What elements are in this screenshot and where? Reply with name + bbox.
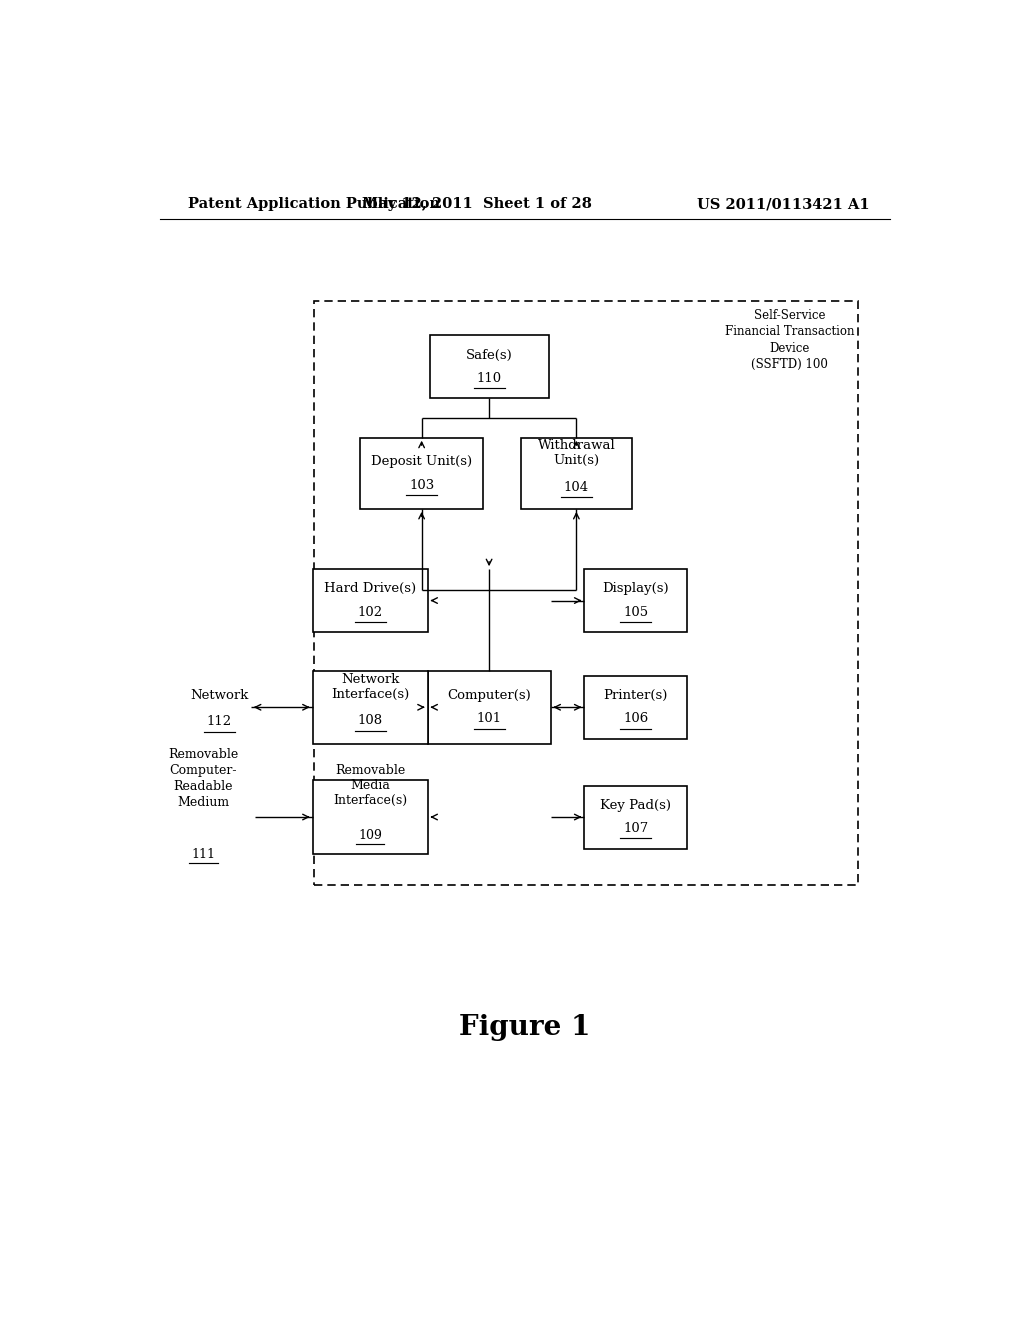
Text: Removable
Media
Interface(s): Removable Media Interface(s) <box>333 764 408 807</box>
Text: May 12, 2011  Sheet 1 of 28: May 12, 2011 Sheet 1 of 28 <box>362 197 592 211</box>
Bar <box>312 671 428 744</box>
Bar <box>360 438 483 510</box>
Text: Hard Drive(s): Hard Drive(s) <box>324 582 416 595</box>
Text: 102: 102 <box>357 606 383 619</box>
Text: 110: 110 <box>476 372 502 385</box>
Text: 107: 107 <box>624 822 648 836</box>
Text: US 2011/0113421 A1: US 2011/0113421 A1 <box>697 197 870 211</box>
Text: 106: 106 <box>624 713 648 725</box>
Text: 111: 111 <box>191 847 215 861</box>
Text: Safe(s): Safe(s) <box>466 348 512 362</box>
Text: Network: Network <box>190 689 249 702</box>
Text: Printer(s): Printer(s) <box>604 689 668 702</box>
Text: Patent Application Publication: Patent Application Publication <box>187 197 439 211</box>
Text: Removable
Computer-
Readable
Medium: Removable Computer- Readable Medium <box>168 748 239 809</box>
Text: Key Pad(s): Key Pad(s) <box>600 799 672 812</box>
Text: 109: 109 <box>358 829 382 842</box>
Bar <box>312 780 428 854</box>
Text: Display(s): Display(s) <box>602 582 670 595</box>
Text: Network
Interface(s): Network Interface(s) <box>331 673 410 701</box>
Bar <box>585 676 687 739</box>
Text: Deposit Unit(s): Deposit Unit(s) <box>371 455 472 469</box>
Text: 103: 103 <box>409 479 434 491</box>
Bar <box>430 335 549 399</box>
Bar <box>585 785 687 849</box>
Text: 108: 108 <box>357 714 383 727</box>
Text: 101: 101 <box>476 713 502 725</box>
Bar <box>521 438 632 510</box>
Bar <box>312 569 428 632</box>
Text: 104: 104 <box>564 480 589 494</box>
Text: 105: 105 <box>624 606 648 619</box>
Text: Self-Service
Financial Transaction
Device
(SSFTD) 100: Self-Service Financial Transaction Devic… <box>725 309 854 371</box>
Text: Withdrawal
Unit(s): Withdrawal Unit(s) <box>538 438 615 467</box>
Bar <box>585 569 687 632</box>
Bar <box>428 671 551 744</box>
Text: Figure 1: Figure 1 <box>459 1014 591 1041</box>
Text: 112: 112 <box>207 715 231 729</box>
Text: Computer(s): Computer(s) <box>447 689 531 702</box>
Bar <box>314 301 858 886</box>
